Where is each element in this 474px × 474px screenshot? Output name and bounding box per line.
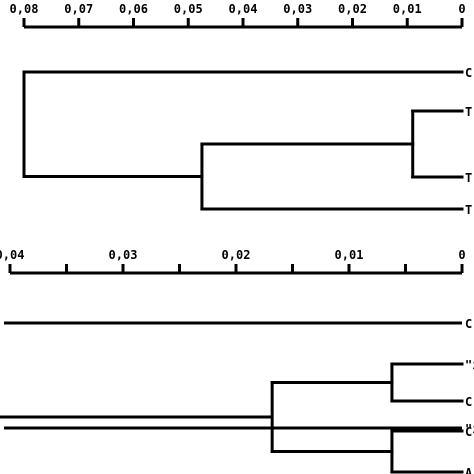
scale-tick-label: 0,04 [229,2,258,16]
leaf-label: C [465,317,472,331]
scale-tick-label: 0,03 [109,248,138,262]
bottom-dendrogram-panel: 0,040,030,020,010 C"iC"iCA [0,248,474,474]
scale-tick-label: 0,01 [393,2,422,16]
leaf-label: C [465,66,472,80]
leaf-label: C [465,425,472,439]
scale-tick-label: 0,02 [222,248,251,262]
scale-tick-label: 0,08 [10,2,39,16]
scale-tick-label: 0,03 [283,2,312,16]
scale-tick-label: 0,06 [119,2,148,16]
scale-tick-label: 0,02 [338,2,367,16]
scale-tick-label: 0 [458,2,465,16]
top-dendrogram-panel: 0,08 0,07 0,06 0,05 0,04 0,03 0,02 0,01 0 C T T T [10,2,473,217]
bottom-distance-scale: 0,04 0,03 0,02 0,01 0 [0,248,466,275]
scale-tick-label: 0,07 [64,2,93,16]
leaf-label: "i [465,358,474,372]
top-leaf-labels: C T T T [465,66,472,217]
scale-tick-label: 0,04 [0,248,24,262]
leaf-label: T [465,171,472,185]
bottom-tree-branches [0,321,464,474]
bottom-leaf-labels: C"iC"iCA [465,317,474,474]
scale-tick-label: 0 [458,248,465,262]
scale-tick-label: 0,01 [335,248,364,262]
leaf-label: "i [465,422,474,436]
scale-tick-label: 0,05 [174,2,203,16]
leaf-label: T [465,203,472,217]
top-distance-scale: 0,08 0,07 0,06 0,05 0,04 0,03 0,02 0,01 0 [10,2,466,29]
top-tree-branches [22,70,464,211]
leaf-label: C [465,395,472,409]
leaf-label: T [465,105,472,119]
leaf-label: A [465,466,473,474]
